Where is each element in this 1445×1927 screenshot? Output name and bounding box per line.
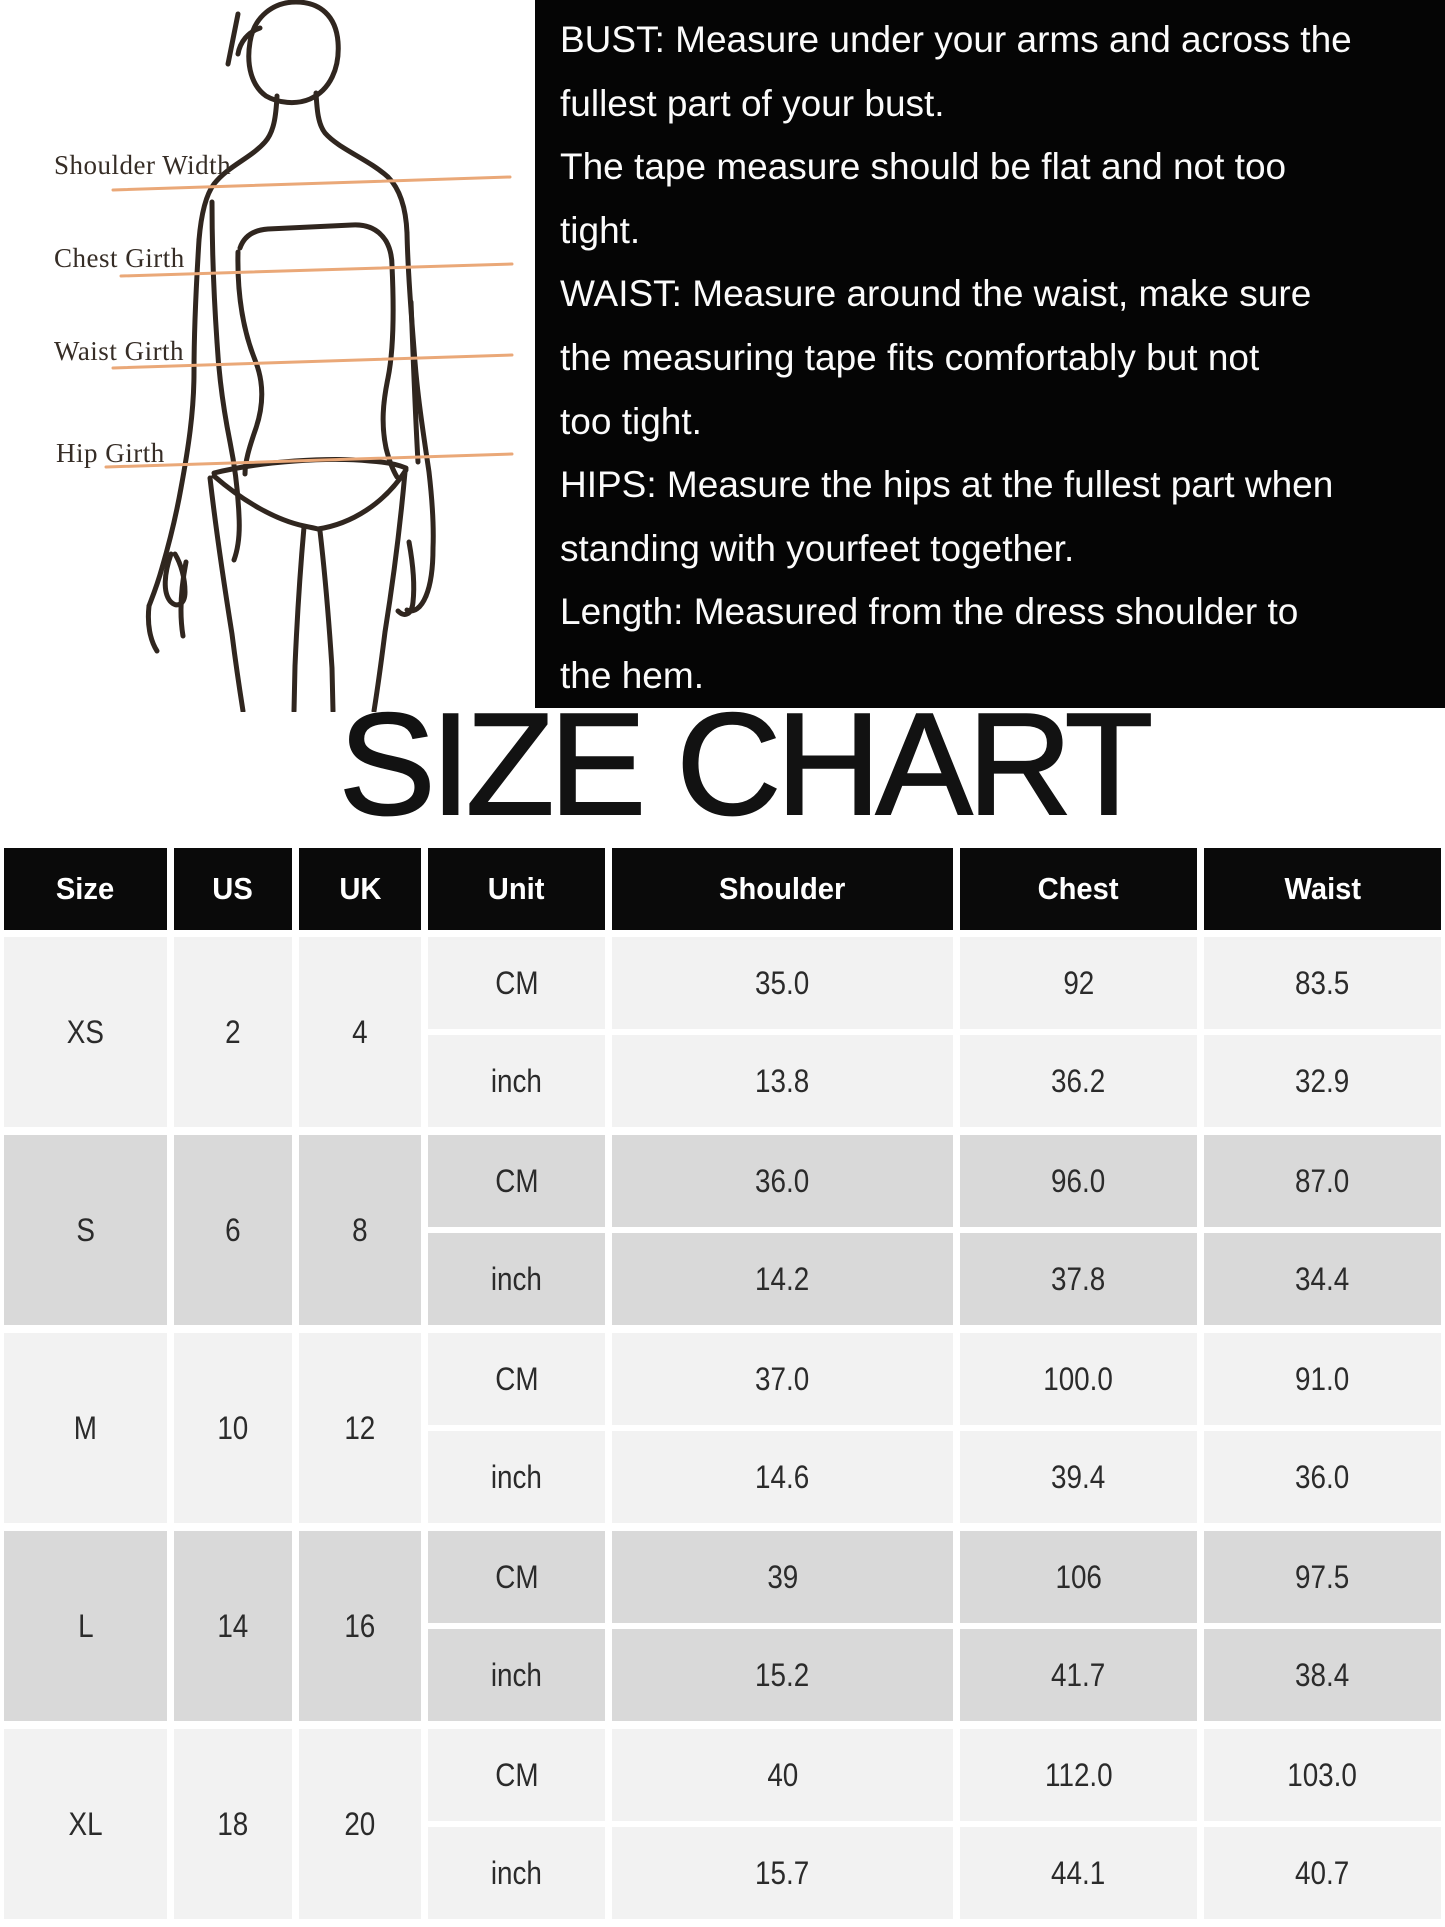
body-measurement-diagram [104, 0, 514, 712]
cell-chest: 36.2 [960, 1035, 1197, 1127]
cell-us: 6 [174, 1135, 292, 1325]
cell-unit: inch [428, 1629, 605, 1721]
figure-hair-strand [225, 11, 241, 67]
cell-us: 2 [174, 937, 292, 1127]
cell-us: 18 [174, 1729, 292, 1919]
cell-chest: 39.4 [960, 1431, 1197, 1523]
figure-label-chest-girth: Chest Girth [54, 243, 185, 273]
chest-measure-line [119, 262, 514, 278]
size-row-group-xs: XS 2 4 CM 35.0 92 83.5 inch 13.8 36.2 32… [4, 937, 1441, 1127]
cell-shoulder: 13.8 [612, 1035, 953, 1127]
instruction-line: the measuring tape fits comfortably but … [560, 336, 1260, 378]
cell-waist: 36.0 [1204, 1431, 1441, 1523]
cell-unit: CM [428, 937, 605, 1029]
column-header-us: US [174, 848, 292, 930]
cell-chest: 112.0 [960, 1729, 1197, 1821]
cell-us: 10 [174, 1333, 292, 1523]
cell-waist: 97.5 [1204, 1531, 1441, 1623]
cell-unit: inch [428, 1233, 605, 1325]
size-row-group-s: S 6 8 CM 36.0 96.0 87.0 inch 14.2 37.8 3… [4, 1135, 1441, 1325]
cell-shoulder: 15.7 [612, 1827, 953, 1919]
figure-hair-strand [235, 25, 263, 57]
column-header-shoulder: Shoulder [612, 848, 953, 930]
page-title: SIZE CHART [338, 683, 1154, 845]
cell-unit: CM [428, 1333, 605, 1425]
shoulder-measure-line [111, 175, 512, 192]
instruction-line: HIPS: Measure the hips at the fullest pa… [560, 464, 1334, 506]
cell-waist: 34.4 [1204, 1233, 1441, 1325]
cell-shoulder: 40 [612, 1729, 953, 1821]
cell-size: S [4, 1135, 167, 1325]
cell-size: XL [4, 1729, 167, 1919]
cell-us: 14 [174, 1531, 292, 1721]
column-header-uk: UK [299, 848, 421, 930]
figure-label-hip-girth: Hip Girth [56, 438, 165, 468]
column-header-waist: Waist [1204, 848, 1441, 930]
cell-waist: 83.5 [1204, 937, 1441, 1029]
cell-shoulder: 14.2 [612, 1233, 953, 1325]
cell-uk: 20 [299, 1729, 421, 1919]
size-row-group-xl: XL 18 20 CM 40 112.0 103.0 inch 15.7 44.… [4, 1729, 1441, 1919]
cell-unit: CM [428, 1135, 605, 1227]
instruction-line: fullest part of your bust. [560, 82, 945, 124]
size-table: Size US UK Unit Shoulder Chest Waist XS … [4, 848, 1441, 1919]
instruction-line: BUST: Measure under your arms and across… [560, 19, 1352, 60]
cell-unit: inch [428, 1431, 605, 1523]
figure-label-shoulder-width: Shoulder Width [54, 150, 232, 180]
cell-uk: 16 [299, 1531, 421, 1721]
instruction-line: too tight. [560, 400, 702, 442]
cell-waist: 32.9 [1204, 1035, 1441, 1127]
cell-size: L [4, 1531, 167, 1721]
cell-waist: 40.7 [1204, 1827, 1441, 1919]
cell-chest: 100.0 [960, 1333, 1197, 1425]
cell-shoulder: 37.0 [612, 1333, 953, 1425]
instruction-line: Length: Measured from the dress shoulder… [560, 591, 1299, 633]
column-header-size: Size [4, 848, 167, 930]
cell-chest: 96.0 [960, 1135, 1197, 1227]
cell-unit: inch [428, 1827, 605, 1919]
cell-chest: 37.8 [960, 1233, 1197, 1325]
cell-waist: 91.0 [1204, 1333, 1441, 1425]
cell-waist: 87.0 [1204, 1135, 1441, 1227]
instruction-line: tight. [560, 209, 641, 251]
cell-chest: 92 [960, 937, 1197, 1029]
figure-head [246, 0, 341, 106]
waist-measure-line [111, 353, 514, 370]
measurement-instructions-panel: BUST: Measure under your arms and across… [535, 0, 1445, 708]
hip-measure-line [104, 452, 514, 469]
instruction-line: WAIST: Measure around the waist, make su… [560, 273, 1312, 315]
instruction-line: standing with yourfeet together. [560, 527, 1075, 569]
cell-chest: 41.7 [960, 1629, 1197, 1721]
cell-shoulder: 15.2 [612, 1629, 953, 1721]
cell-chest: 106 [960, 1531, 1197, 1623]
cell-uk: 8 [299, 1135, 421, 1325]
cell-shoulder: 35.0 [612, 937, 953, 1029]
cell-size: M [4, 1333, 167, 1523]
cell-uk: 12 [299, 1333, 421, 1523]
cell-unit: inch [428, 1035, 605, 1127]
cell-unit: CM [428, 1729, 605, 1821]
column-header-unit: Unit [428, 848, 605, 930]
size-row-group-l: L 14 16 CM 39 106 97.5 inch 15.2 41.7 38… [4, 1531, 1441, 1721]
cell-size: XS [4, 937, 167, 1127]
cell-waist: 38.4 [1204, 1629, 1441, 1721]
cell-shoulder: 39 [612, 1531, 953, 1623]
cell-uk: 4 [299, 937, 421, 1127]
size-row-group-m: M 10 12 CM 37.0 100.0 91.0 inch 14.6 39.… [4, 1333, 1441, 1523]
cell-unit: CM [428, 1531, 605, 1623]
column-header-chest: Chest [960, 848, 1197, 930]
instruction-line: the hem. [560, 654, 704, 696]
cell-shoulder: 36.0 [612, 1135, 953, 1227]
figure-label-waist-girth: Waist Girth [54, 336, 185, 366]
size-table-header: Size US UK Unit Shoulder Chest Waist [4, 848, 1441, 930]
cell-chest: 44.1 [960, 1827, 1197, 1919]
cell-shoulder: 14.6 [612, 1431, 953, 1523]
cell-waist: 103.0 [1204, 1729, 1441, 1821]
instruction-line: The tape measure should be flat and not … [560, 146, 1287, 188]
